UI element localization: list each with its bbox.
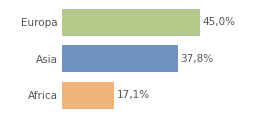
Bar (62, 82, 114, 109)
Text: 17,1%: 17,1% (117, 90, 150, 100)
Text: 37,8%: 37,8% (181, 54, 214, 64)
Bar (62, 45, 178, 72)
Bar (62, 9, 200, 36)
Text: 45,0%: 45,0% (203, 17, 236, 27)
